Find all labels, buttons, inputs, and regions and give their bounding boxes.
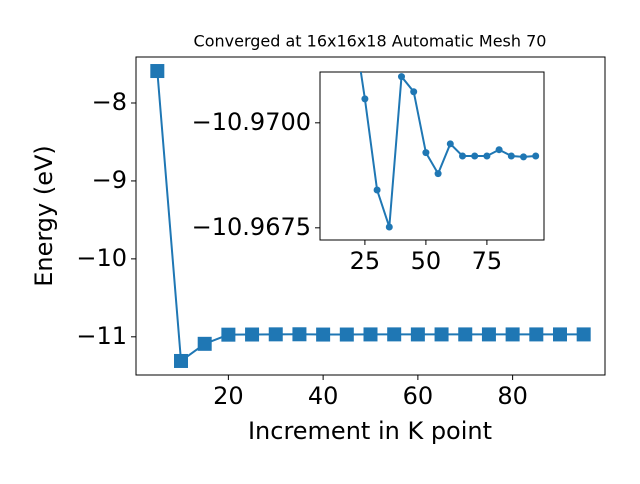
marker xyxy=(529,327,544,342)
x-axis-label: Increment in K point xyxy=(248,417,492,445)
y-tick-label: −10 xyxy=(76,244,127,272)
y-tick-label: −10.9700 xyxy=(192,108,311,136)
y-tick-label: −8 xyxy=(92,88,127,116)
y-axis-label: Energy (eV) xyxy=(30,145,58,287)
marker xyxy=(505,327,520,342)
line xyxy=(359,72,536,228)
marker xyxy=(458,327,473,342)
marker xyxy=(410,327,425,342)
y-tick-label: −10.9675 xyxy=(192,213,311,241)
marker xyxy=(245,327,260,342)
x-tick-label: 40 xyxy=(308,382,339,410)
marker xyxy=(316,327,331,342)
marker xyxy=(410,88,418,96)
plot-area xyxy=(319,71,545,241)
x-tick-label: 20 xyxy=(213,382,244,410)
marker xyxy=(481,327,496,342)
marker xyxy=(373,186,381,194)
marker xyxy=(434,327,449,342)
y-tick-label: −9 xyxy=(92,166,127,194)
marker xyxy=(459,152,467,160)
marker xyxy=(349,14,356,21)
marker xyxy=(471,152,479,160)
marker xyxy=(434,170,442,178)
marker xyxy=(197,336,212,351)
marker xyxy=(385,223,393,231)
series xyxy=(349,14,540,231)
x-tick-label: 25 xyxy=(350,247,381,275)
y-tick-label: −11 xyxy=(76,322,127,350)
marker xyxy=(150,64,165,79)
marker xyxy=(532,152,540,160)
marker xyxy=(422,149,430,157)
marker xyxy=(268,327,283,342)
chart-title: Converged at 16x16x18 Automatic Mesh 70 xyxy=(194,32,547,51)
marker xyxy=(363,327,378,342)
marker xyxy=(397,73,405,81)
marker xyxy=(221,327,236,342)
marker xyxy=(507,152,515,160)
marker xyxy=(446,140,454,148)
marker xyxy=(174,353,189,368)
marker xyxy=(520,153,528,161)
x-tick-label: 50 xyxy=(411,247,442,275)
marker xyxy=(483,152,491,160)
series xyxy=(150,64,591,368)
marker xyxy=(552,327,567,342)
marker xyxy=(292,327,307,342)
marker xyxy=(339,327,354,342)
marker xyxy=(387,327,402,342)
x-tick-label: 60 xyxy=(403,382,434,410)
x-tick-label: 80 xyxy=(497,382,528,410)
x-tick-label: 75 xyxy=(472,247,503,275)
marker xyxy=(495,146,503,154)
marker xyxy=(361,95,369,103)
marker xyxy=(576,327,591,342)
